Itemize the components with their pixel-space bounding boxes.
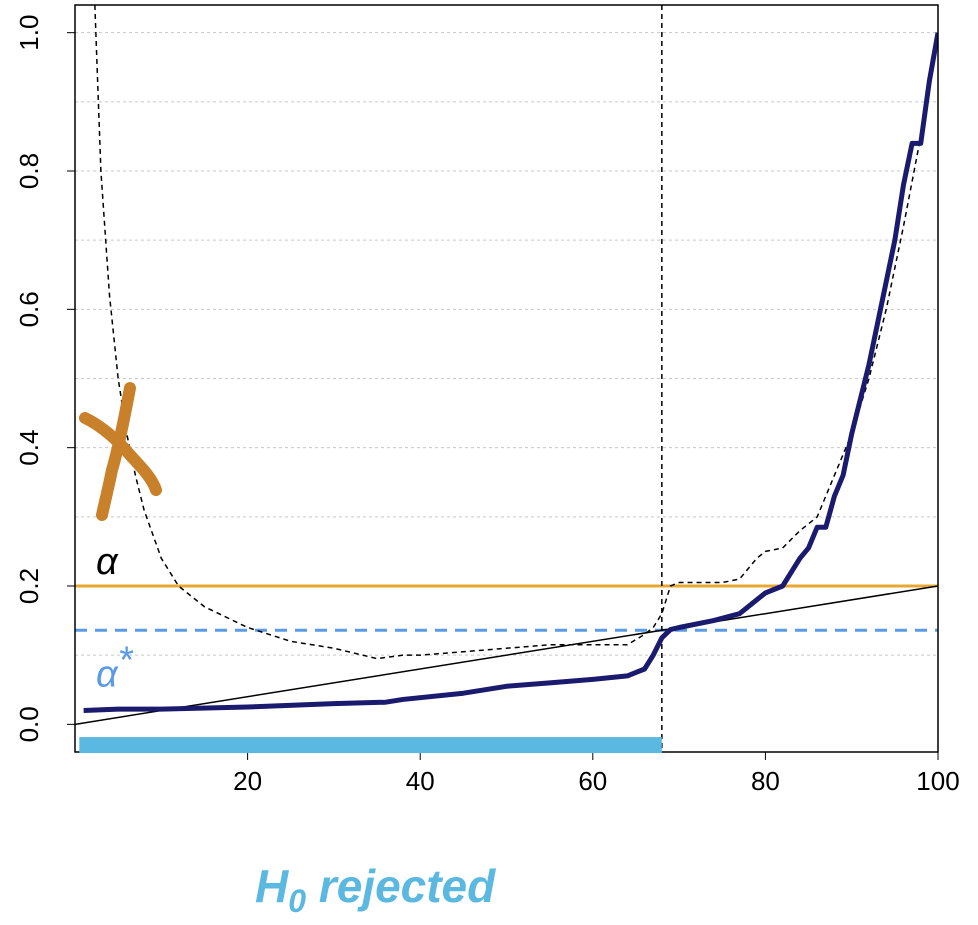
y-tick-label: 0.2	[14, 568, 44, 604]
series-line	[75, 585, 938, 726]
rejected-main: H	[255, 860, 289, 912]
y-tick-label: 0.0	[14, 706, 44, 742]
plot-area	[75, 5, 938, 752]
alpha-star-label: α*	[96, 639, 134, 695]
cross-mark	[79, 382, 162, 521]
alpha-star-sup: *	[118, 639, 134, 681]
alpha-star-symbol: α	[96, 653, 119, 695]
x-tick-label: 80	[751, 766, 780, 796]
series-line	[94, 5, 922, 660]
x-tick-label: 40	[406, 766, 435, 796]
x-tick-label: 100	[916, 766, 959, 796]
rejected-sub: 0	[288, 883, 306, 919]
rejected-bar	[79, 737, 662, 754]
rejected-rest: rejected	[306, 860, 496, 912]
y-tick-label: 0.8	[14, 153, 44, 189]
y-tick-label: 0.4	[14, 430, 44, 466]
y-tick-label: 1.0	[14, 15, 44, 51]
series-line	[83, 32, 938, 713]
y-tick-label: 0.6	[14, 291, 44, 327]
x-tick-label: 60	[578, 766, 607, 796]
x-tick-label: 20	[233, 766, 262, 796]
rejected-label: H0 rejected	[255, 860, 496, 919]
alpha-label: α	[96, 541, 119, 583]
